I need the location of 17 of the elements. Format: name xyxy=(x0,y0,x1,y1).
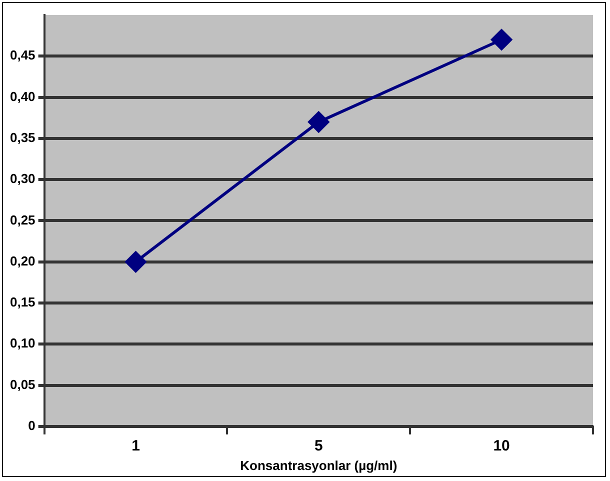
y-tick-label: 0,25 xyxy=(10,212,36,228)
x-axis-title: Konsantrasyonlar (µg/ml) xyxy=(240,458,398,473)
y-tick-label: 0,30 xyxy=(10,171,36,186)
y-tick-label: 0,15 xyxy=(10,294,36,310)
y-tick-label: 0,35 xyxy=(10,130,36,145)
y-tick-label: 0,10 xyxy=(10,336,36,351)
y-tick-label: 0,40 xyxy=(10,88,36,104)
point xyxy=(308,111,330,132)
point xyxy=(491,29,512,50)
y-tick-label: 0,45 xyxy=(10,48,36,63)
y-tick-label: 0,05 xyxy=(10,376,36,392)
x-tick-label: 1 xyxy=(132,438,140,455)
x-tick-label: 10 xyxy=(493,438,510,455)
y-tick-label: 0,20 xyxy=(10,253,36,268)
x-tick-label: 5 xyxy=(314,438,323,455)
point xyxy=(125,251,146,272)
y-tick-label: 0 xyxy=(28,418,36,433)
